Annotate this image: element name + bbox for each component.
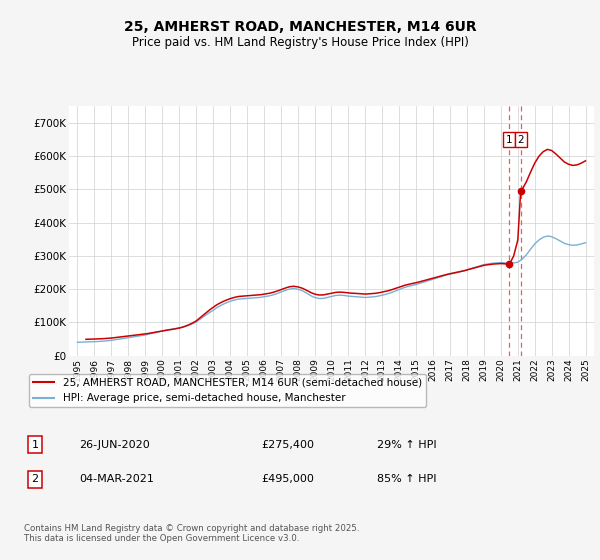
Text: 85% ↑ HPI: 85% ↑ HPI: [377, 474, 437, 484]
Text: Contains HM Land Registry data © Crown copyright and database right 2025.
This d: Contains HM Land Registry data © Crown c…: [24, 524, 359, 543]
Text: 25, AMHERST ROAD, MANCHESTER, M14 6UR: 25, AMHERST ROAD, MANCHESTER, M14 6UR: [124, 20, 476, 34]
Text: 29% ↑ HPI: 29% ↑ HPI: [377, 440, 437, 450]
Text: Price paid vs. HM Land Registry's House Price Index (HPI): Price paid vs. HM Land Registry's House …: [131, 36, 469, 49]
Text: 04-MAR-2021: 04-MAR-2021: [79, 474, 154, 484]
Text: £495,000: £495,000: [262, 474, 314, 484]
Text: £275,400: £275,400: [262, 440, 314, 450]
Text: 26-JUN-2020: 26-JUN-2020: [79, 440, 150, 450]
Text: 2: 2: [31, 474, 38, 484]
Text: 2: 2: [517, 134, 524, 144]
Text: 1: 1: [506, 134, 512, 144]
Text: 1: 1: [32, 440, 38, 450]
Legend: 25, AMHERST ROAD, MANCHESTER, M14 6UR (semi-detached house), HPI: Average price,: 25, AMHERST ROAD, MANCHESTER, M14 6UR (s…: [29, 374, 426, 407]
